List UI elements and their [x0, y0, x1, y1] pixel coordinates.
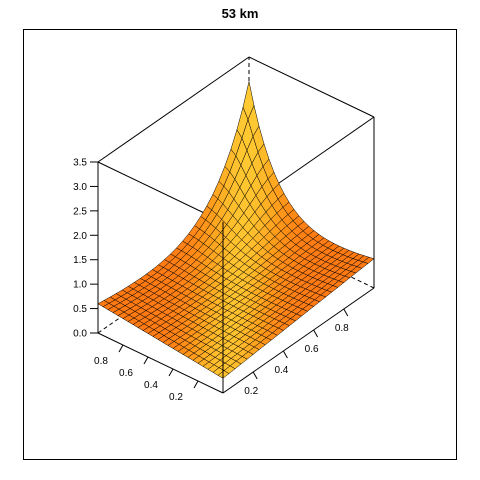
z-tick-label: 3.0 — [73, 182, 87, 193]
y-tick-label: 0.6 — [119, 368, 133, 379]
y-tick — [143, 356, 149, 365]
x-tick — [343, 308, 349, 317]
z-tick-label: 2.5 — [73, 206, 87, 217]
y-tick-label: 0.8 — [94, 356, 108, 367]
box-edge — [97, 332, 224, 394]
x-tick-label: 0.2 — [244, 386, 258, 397]
x-tick — [252, 371, 258, 380]
z-tick-label: 2.0 — [73, 231, 87, 242]
x-tick — [282, 350, 288, 359]
box-edge — [248, 56, 375, 118]
z-tick-label: 1.5 — [73, 255, 87, 266]
y-tick-label: 0.4 — [144, 380, 158, 391]
x-tick-label: 0.6 — [305, 344, 319, 355]
z-tick-label: 1.0 — [73, 280, 87, 291]
y-tick-label: 0.2 — [169, 392, 183, 403]
y-tick — [118, 344, 124, 353]
z-tick-label: 0.0 — [73, 329, 87, 340]
plot-frame — [23, 29, 457, 460]
z-tick-label: 0.5 — [73, 304, 87, 315]
y-tick — [193, 380, 199, 389]
z-tick-label: 3.5 — [73, 158, 87, 169]
chart-title: 53 km — [221, 6, 259, 21]
y-tick — [168, 368, 174, 377]
x-tick-label: 0.4 — [274, 365, 288, 376]
x-tick-label: 0.8 — [335, 323, 349, 334]
box-edge — [97, 56, 250, 163]
box-edge — [97, 161, 224, 223]
box-edge — [222, 287, 375, 394]
x-tick — [313, 329, 319, 338]
